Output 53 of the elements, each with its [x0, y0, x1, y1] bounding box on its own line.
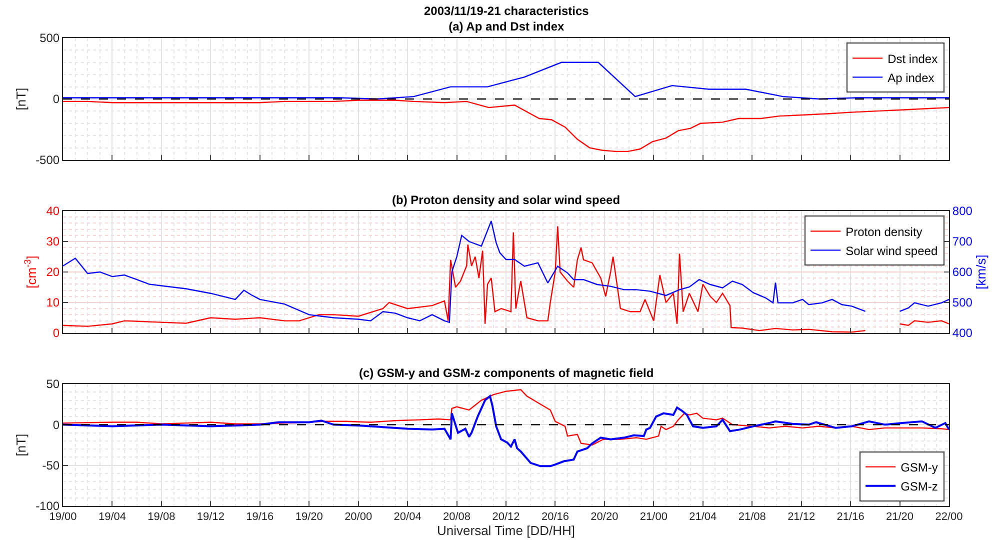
- x-tick-label: 21/08: [738, 511, 766, 524]
- x-tick-label: 21/04: [689, 511, 717, 524]
- line-series: [63, 389, 949, 446]
- x-tick-label: 19/12: [196, 511, 224, 524]
- legend-label: Ap index: [888, 70, 934, 85]
- x-tick-label: 20/00: [344, 511, 372, 524]
- y-tick-label: -50: [42, 458, 60, 473]
- x-tick-label: 21/12: [788, 511, 816, 524]
- x-tick-label: 22/00: [935, 511, 963, 524]
- y2-tick-label: 500: [952, 296, 973, 310]
- x-tick-label: 20/04: [394, 511, 422, 524]
- chart-title: (c) GSM-y and GSM-z components of magnetic field: [359, 366, 654, 380]
- x-tick-label: 20/20: [590, 511, 618, 524]
- y2-tick-label: 800: [952, 204, 973, 218]
- x-tick-label: 21/20: [886, 511, 914, 524]
- x-axis-title: Universal Time [DD/HH]: [437, 523, 575, 538]
- y2-tick-label: 400: [952, 326, 973, 340]
- chart-title: 2003/11/19-21 characteristics: [424, 4, 590, 18]
- y-tick-label: 20: [46, 265, 60, 280]
- x-tick-label: 20/12: [492, 511, 520, 524]
- y-tick-label: -500: [36, 153, 60, 168]
- y-axis-title: [nT]: [14, 88, 29, 110]
- legend-label: GSM-y: [900, 460, 938, 474]
- x-tick-label: 20/16: [541, 511, 569, 524]
- x-tick-label: 21/00: [640, 511, 668, 524]
- chart-title: (b) Proton density and solar wind speed: [392, 193, 620, 207]
- line-series: [63, 62, 949, 100]
- y2-tick-label: 700: [952, 234, 973, 249]
- x-tick-label: 19/04: [98, 511, 126, 524]
- y-tick-label: 40: [46, 204, 60, 218]
- y-tick-label: 0: [52, 418, 60, 432]
- x-tick-label: 19/16: [246, 511, 274, 524]
- y-tick-label: 500: [40, 31, 60, 46]
- x-tick-label: 19/08: [148, 511, 176, 524]
- y2-axis-title: [km/s]: [973, 254, 988, 290]
- legend-label: Proton density: [846, 224, 922, 239]
- y-axis-title: [nT]: [14, 434, 29, 456]
- y-tick-label: 30: [46, 234, 60, 249]
- x-tick-label: 19/00: [49, 511, 77, 524]
- legend-label: GSM-z: [900, 480, 938, 494]
- y-tick-label: -100: [36, 499, 60, 514]
- y-tick-label: 10: [46, 296, 60, 310]
- y-tick-label: 0: [52, 92, 60, 106]
- legend-label: Solar wind speed: [846, 244, 938, 258]
- y2-tick-label: 600: [952, 265, 973, 280]
- y-tick-label: 50: [46, 377, 60, 392]
- y-tick-label: 0: [52, 326, 60, 340]
- x-tick-label: 21/16: [836, 511, 864, 524]
- x-tick-label: 19/20: [295, 511, 323, 524]
- line-series: [63, 100, 949, 152]
- x-tick-label: 20/08: [443, 511, 471, 524]
- chart-subtitle: (a) Ap and Dst index: [448, 20, 564, 34]
- legend-label: Dst index: [888, 52, 938, 66]
